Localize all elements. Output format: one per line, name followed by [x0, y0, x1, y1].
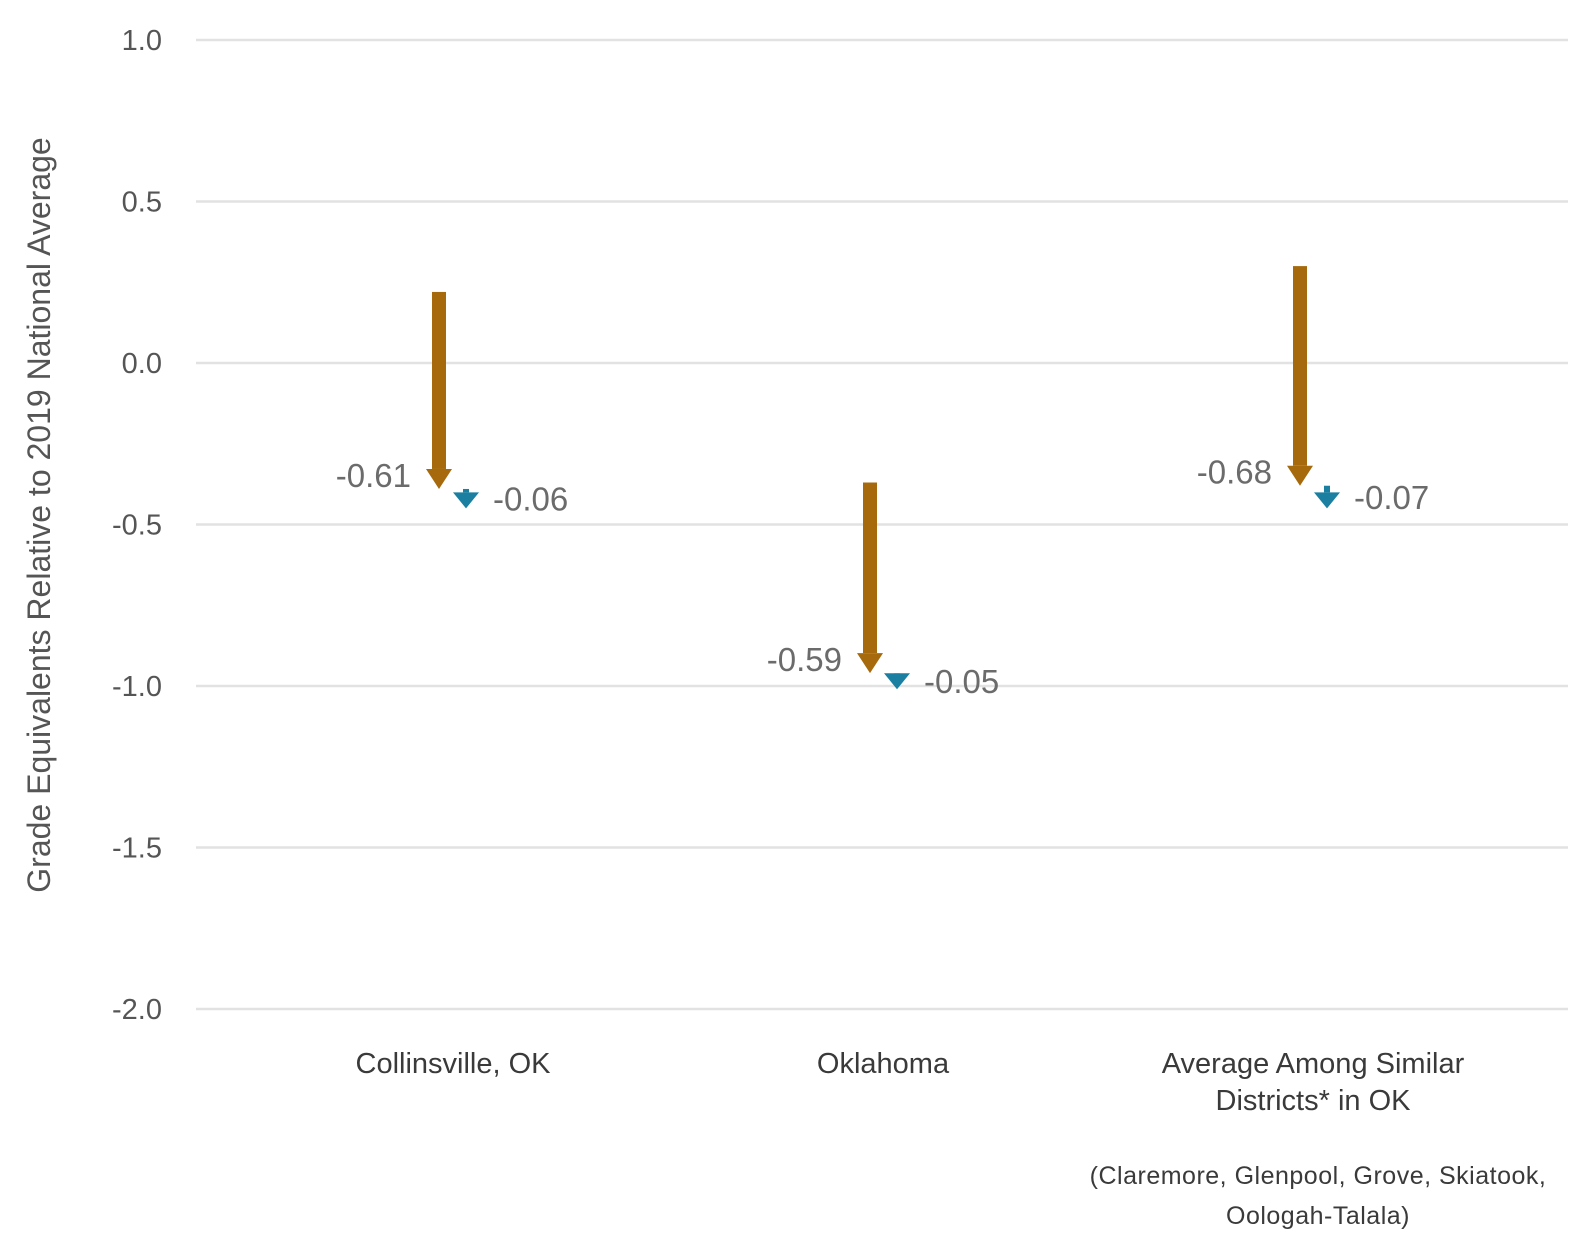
- teal-arrow-head: [1314, 492, 1340, 509]
- x-category-label: Oklahoma: [817, 1048, 950, 1080]
- gridlines: [196, 38, 1568, 1011]
- x-category-label: Collinsville, OK: [356, 1048, 552, 1080]
- brown-arrow-shaft: [863, 482, 877, 654]
- brown-change-label: -0.59: [767, 641, 842, 678]
- y-tick-label: -1.5: [112, 833, 162, 865]
- teal-change-label: -0.05: [924, 663, 999, 700]
- teal-arrow: [884, 673, 910, 690]
- teal-change-label: -0.06: [493, 481, 568, 518]
- x-category-label-line: Districts* in OK: [1216, 1085, 1412, 1117]
- teal-arrow-head: [884, 673, 910, 690]
- y-tick-label: 1.0: [122, 25, 162, 57]
- y-axis-label: Grade Equivalents Relative to 2019 Natio…: [21, 137, 57, 892]
- y-tick-label: -0.5: [112, 510, 162, 542]
- x-category-label-line: Oklahoma: [817, 1048, 950, 1080]
- y-tick-label: -2.0: [112, 994, 162, 1026]
- x-category-label-line: Average Among Similar: [1162, 1048, 1465, 1080]
- x-category-note-line: (Claremore, Glenpool, Grove, Skiatook,: [1090, 1162, 1547, 1190]
- x-category-label-line: Collinsville, OK: [356, 1048, 552, 1080]
- brown-arrow-shaft: [432, 291, 446, 469]
- y-tick-label: 0.5: [122, 187, 162, 219]
- x-axis: Collinsville, OK Oklahoma Average Among Si…: [356, 1048, 1547, 1230]
- teal-arrow: [453, 488, 479, 509]
- teal-arrow-head: [453, 492, 479, 509]
- brown-arrow-shaft: [1293, 266, 1307, 466]
- x-category-note-line: Oologah-Talala): [1226, 1202, 1410, 1230]
- teal-arrow-shaft: [1324, 485, 1330, 493]
- brown-change-label: -0.61: [336, 457, 411, 494]
- brown-arrow-head: [1287, 465, 1313, 486]
- chart-marks: -0.61 -0.59 -0.68 -0.06 -0.05 -0.07: [336, 266, 1429, 700]
- brown-arrow-head: [857, 653, 883, 674]
- brown-change-label: -0.68: [1197, 454, 1272, 491]
- y-axis: 1.0 0.5 0.0 -0.5 -1.0 -1.5 -2.0: [112, 25, 162, 1026]
- brown-arrow: [1287, 266, 1313, 486]
- brown-arrow: [426, 291, 452, 489]
- teal-change-label: -0.07: [1354, 479, 1429, 516]
- brown-arrow-head: [426, 468, 452, 489]
- brown-arrow: [857, 482, 883, 674]
- y-tick-label: 0.0: [122, 348, 162, 380]
- y-tick-label: -1.0: [112, 671, 162, 703]
- x-category-note: (Claremore, Glenpool, Grove, Skiatook, Oo…: [1090, 1162, 1547, 1230]
- teal-arrow-shaft: [463, 488, 469, 493]
- teal-arrow: [1314, 485, 1340, 509]
- x-category-label: Average Among Similar Districts* in OK: [1162, 1048, 1465, 1117]
